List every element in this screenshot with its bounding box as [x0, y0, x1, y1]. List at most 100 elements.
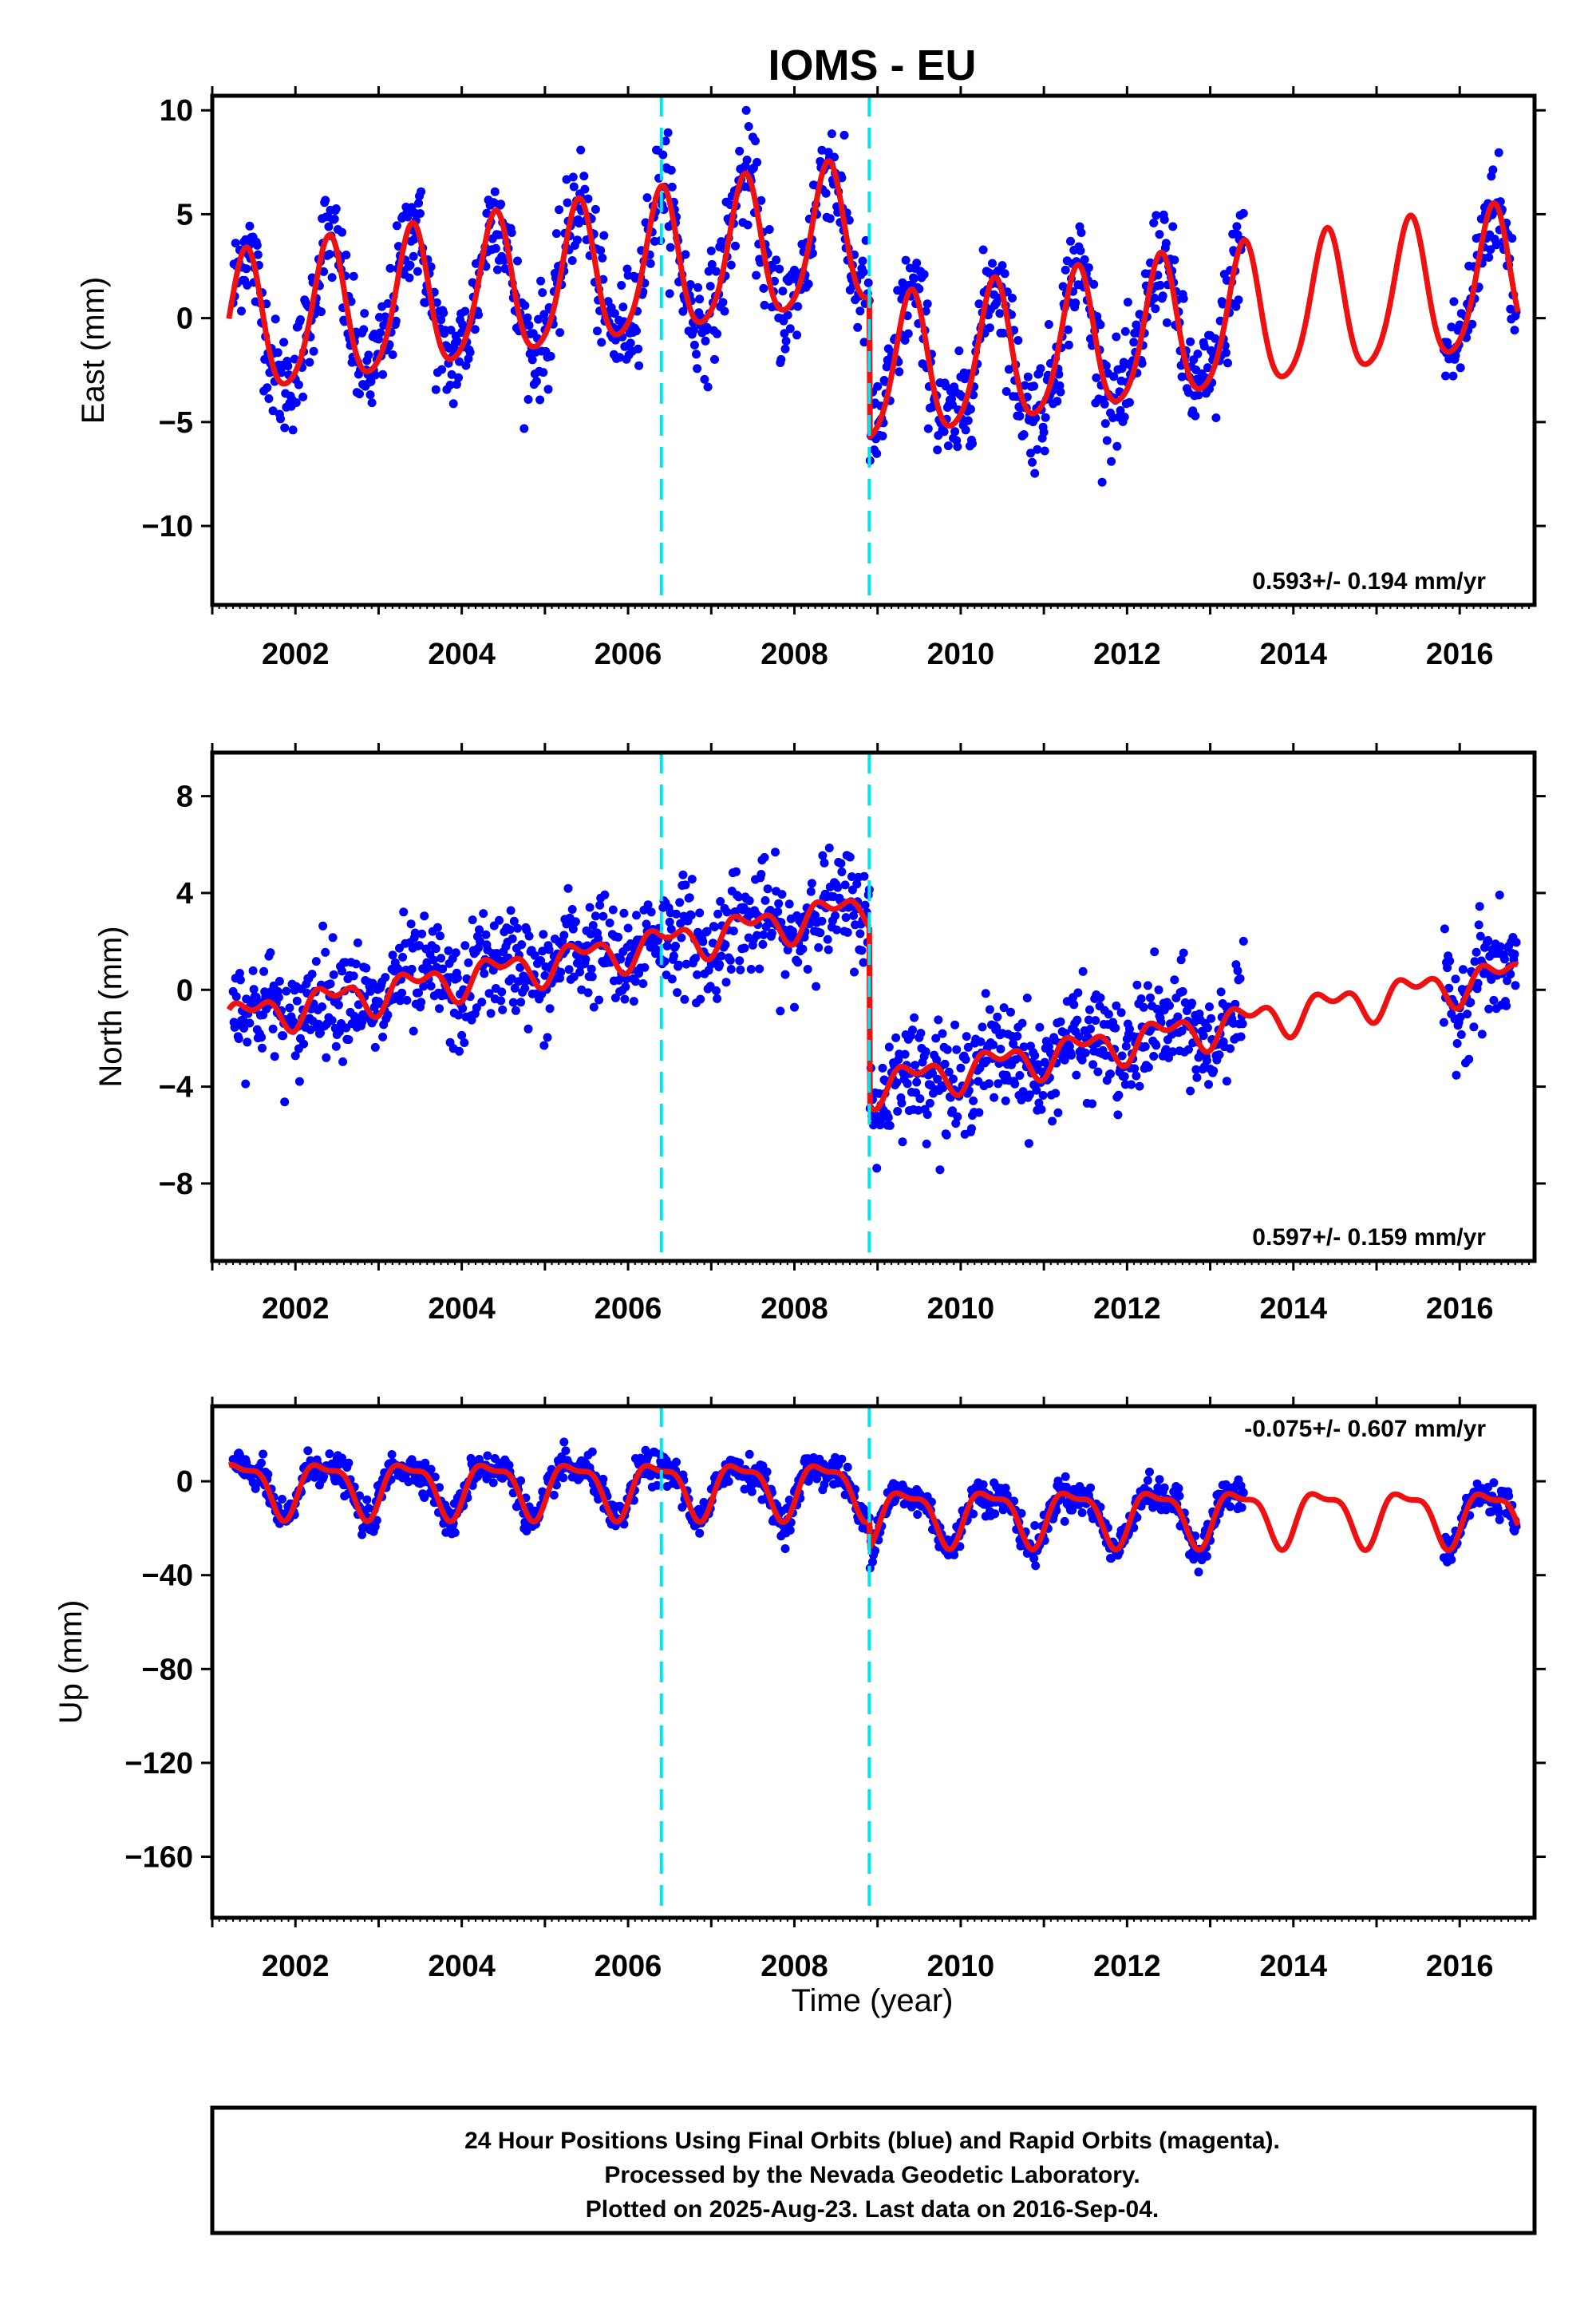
data-point — [652, 945, 661, 954]
data-point — [367, 398, 377, 408]
y-tick-label: −5 — [159, 406, 193, 440]
data-point — [1451, 351, 1460, 361]
up-observations — [228, 1437, 1521, 1577]
data-point — [1132, 1512, 1142, 1522]
data-point — [933, 1074, 942, 1084]
data-point — [1506, 970, 1515, 979]
data-point — [775, 264, 784, 274]
data-point — [840, 880, 850, 890]
data-point — [674, 960, 684, 970]
data-point — [615, 353, 625, 362]
data-point — [712, 986, 721, 995]
data-point — [1077, 1055, 1087, 1065]
data-point — [989, 1040, 998, 1049]
data-point — [831, 911, 840, 920]
data-point — [903, 329, 913, 338]
data-point — [621, 982, 630, 991]
data-point — [934, 1015, 943, 1025]
data-point — [1112, 441, 1122, 451]
data-point — [1511, 981, 1520, 990]
x-tick-label: 2012 — [1093, 638, 1161, 671]
data-point — [1024, 1139, 1033, 1148]
data-point — [1170, 975, 1179, 985]
data-point — [516, 962, 525, 972]
data-point — [985, 1005, 994, 1014]
data-point — [407, 964, 417, 974]
data-point — [513, 923, 522, 933]
data-point — [1458, 965, 1468, 974]
data-point — [361, 963, 371, 973]
data-point — [1447, 322, 1456, 332]
data-point — [712, 267, 721, 276]
data-point — [940, 1059, 950, 1069]
x-tick-label: 2002 — [262, 1292, 330, 1326]
data-point — [1030, 1521, 1040, 1530]
data-point — [1464, 1054, 1474, 1064]
data-point — [932, 1055, 942, 1065]
data-point — [539, 310, 549, 319]
y-tick-label: −160 — [124, 1841, 193, 1875]
data-point — [546, 351, 555, 361]
x-tick-label: 2004 — [428, 1950, 496, 1983]
data-point — [1084, 263, 1093, 272]
data-point — [1073, 988, 1083, 998]
data-point — [1139, 1002, 1148, 1012]
data-point — [653, 1480, 662, 1490]
data-point — [237, 306, 246, 316]
data-point — [1125, 1025, 1134, 1034]
north-model-curve-2 — [866, 927, 1520, 1113]
data-point — [1187, 998, 1197, 1008]
data-point — [1149, 218, 1159, 227]
data-point — [1156, 280, 1165, 290]
data-point — [745, 1449, 754, 1459]
data-point — [1502, 1001, 1511, 1010]
data-point — [1176, 955, 1186, 965]
data-point — [616, 954, 626, 964]
data-point — [362, 1495, 372, 1504]
data-point — [933, 445, 942, 455]
data-point — [735, 1458, 745, 1468]
y-tick-label: 10 — [160, 94, 193, 128]
data-point — [1456, 363, 1465, 373]
data-point — [1209, 1066, 1219, 1076]
data-point — [567, 256, 577, 265]
data-point — [561, 1446, 571, 1456]
data-point — [410, 928, 420, 938]
data-point — [507, 974, 516, 983]
data-point — [583, 194, 593, 204]
data-point — [1510, 326, 1519, 335]
data-point — [776, 1006, 785, 1016]
data-point — [1093, 1067, 1103, 1077]
data-point — [276, 414, 285, 424]
data-point — [249, 985, 259, 994]
data-point — [413, 267, 422, 276]
data-point — [342, 251, 351, 259]
data-point — [420, 1493, 429, 1502]
data-point — [257, 1033, 266, 1042]
data-point — [1031, 1561, 1041, 1571]
data-point — [640, 962, 650, 972]
data-point — [1484, 253, 1494, 262]
data-point — [1077, 1508, 1087, 1517]
data-point — [1029, 1554, 1039, 1563]
data-point — [678, 870, 688, 879]
data-point — [868, 1557, 877, 1567]
data-point — [1140, 1041, 1150, 1051]
data-point — [447, 370, 456, 379]
data-point — [827, 129, 836, 139]
data-point — [1112, 1001, 1121, 1010]
data-point — [366, 377, 376, 386]
data-point — [634, 344, 643, 354]
data-point — [580, 184, 590, 194]
data-point — [1456, 1012, 1465, 1022]
data-point — [741, 105, 751, 115]
data-point — [1199, 342, 1209, 351]
data-point — [808, 248, 817, 258]
data-point — [632, 326, 641, 336]
panel-up: 2002 2004 2006 2008 2010 2012 2014 2016 0 −40 −80 −… — [53, 1397, 1546, 1983]
data-point — [245, 221, 255, 231]
data-point — [534, 314, 543, 324]
data-point — [803, 965, 812, 974]
data-point — [836, 859, 846, 868]
data-point — [620, 994, 630, 1004]
